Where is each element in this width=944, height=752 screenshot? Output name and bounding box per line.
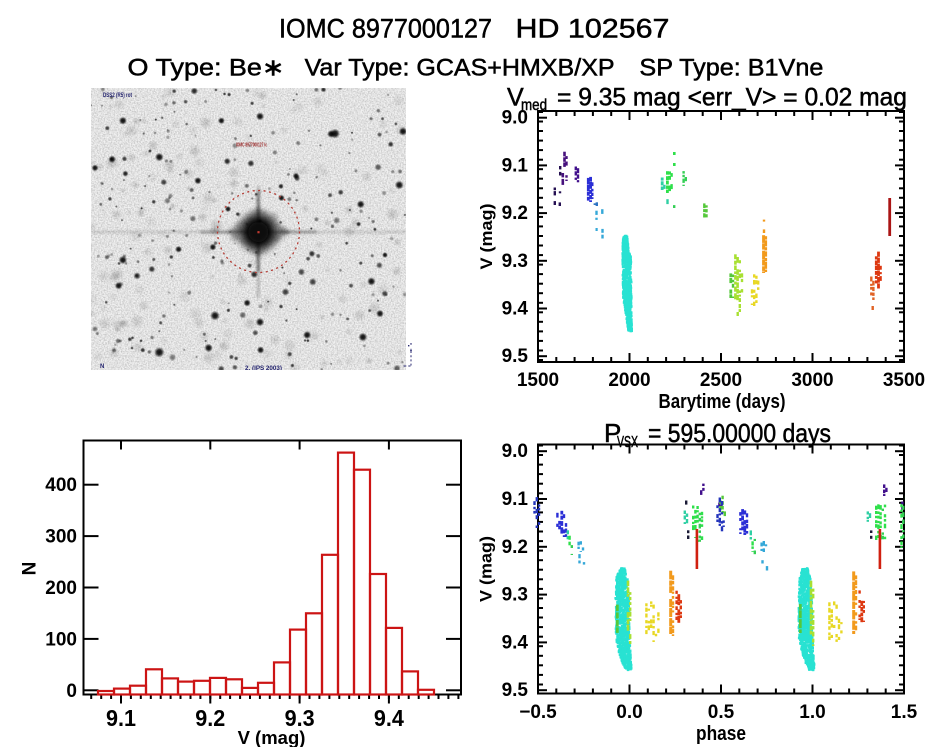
svg-text:−0.5: −0.5 (519, 702, 557, 723)
svg-text:0.0: 0.0 (616, 702, 642, 723)
svg-text:2500: 2500 (700, 370, 742, 391)
svg-text:300: 300 (45, 527, 77, 548)
svg-text:0: 0 (66, 681, 77, 702)
svg-text:DSS2 (R5) rot: DSS2 (R5) rot (103, 93, 132, 99)
svg-text:3000: 3000 (791, 370, 833, 391)
svg-text:9.5: 9.5 (502, 680, 529, 701)
svg-text:= 9.35 mag <err_V> = 0.02 mag: = 9.35 mag <err_V> = 0.02 mag (557, 84, 907, 112)
svg-text:100: 100 (45, 629, 77, 650)
svg-text:9.2: 9.2 (195, 705, 225, 731)
svg-text:2000: 2000 (608, 370, 650, 391)
svg-text:9.4: 9.4 (374, 705, 404, 731)
svg-text:9.2: 9.2 (502, 203, 528, 224)
svg-text:1.0: 1.0 (799, 702, 825, 723)
svg-text:VSX: VSX (617, 434, 638, 451)
svg-text:IOMC 8977000127 lc: IOMC 8977000127 lc (236, 143, 267, 149)
svg-text:9.0: 9.0 (502, 108, 528, 129)
svg-text:phase: phase (696, 723, 746, 745)
svg-text:9.5: 9.5 (502, 346, 529, 367)
svg-text:V (mag): V (mag) (477, 204, 496, 270)
svg-text:9.4: 9.4 (502, 632, 529, 653)
svg-text:9.3: 9.3 (502, 585, 528, 606)
svg-text:med: med (521, 97, 547, 114)
svg-text:HD 102567: HD 102567 (516, 14, 670, 44)
svg-text:2. (IPS 2003): 2. (IPS 2003) (245, 366, 282, 372)
svg-text:V (mag): V (mag) (477, 536, 496, 602)
svg-text:9.1: 9.1 (106, 705, 136, 731)
svg-text:400: 400 (45, 475, 77, 496)
svg-text:9.3: 9.3 (502, 251, 528, 272)
svg-text:9.1: 9.1 (502, 155, 529, 176)
svg-text:200: 200 (45, 578, 77, 599)
svg-text:9.3: 9.3 (285, 705, 315, 731)
svg-text:O Type: Be∗: O Type: Be∗ (128, 55, 285, 82)
svg-text:1500: 1500 (517, 370, 559, 391)
svg-text:Barytime (days): Barytime (days) (659, 391, 786, 413)
svg-text:9.2: 9.2 (502, 537, 528, 558)
svg-text:SP Type: B1Vne: SP Type: B1Vne (639, 55, 823, 82)
svg-text:= 595.00000 days: = 595.00000 days (648, 418, 831, 448)
svg-text:0.5: 0.5 (708, 702, 735, 723)
svg-text:9.0: 9.0 (502, 441, 528, 462)
svg-text:9.4: 9.4 (502, 298, 529, 319)
svg-text:V: V (507, 84, 524, 112)
svg-text:N: N (100, 364, 104, 370)
svg-text:IOMC 8977000127: IOMC 8977000127 (279, 14, 492, 44)
svg-text:Var Type: GCAS+HMXB/XP: Var Type: GCAS+HMXB/XP (305, 55, 615, 82)
svg-text:P: P (604, 418, 621, 448)
svg-text:V (mag): V (mag) (238, 727, 306, 747)
svg-text:9.1: 9.1 (502, 489, 529, 510)
svg-text:1.5: 1.5 (891, 702, 918, 723)
svg-text:3500: 3500 (883, 370, 925, 391)
svg-text:N: N (20, 562, 41, 576)
